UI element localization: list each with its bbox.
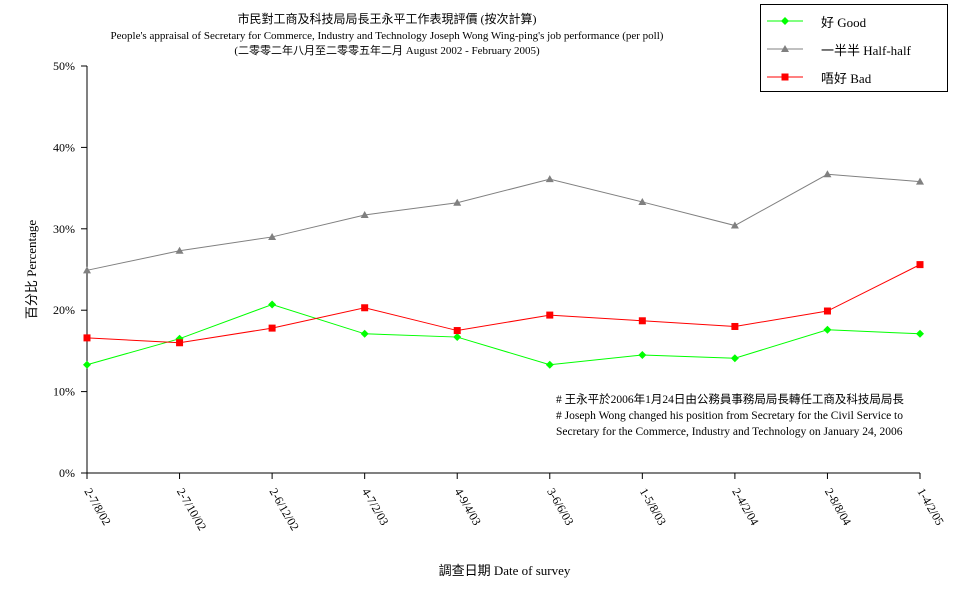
data-point xyxy=(916,329,924,338)
series-line-2 xyxy=(86,264,921,344)
data-point xyxy=(453,333,462,342)
data-point xyxy=(268,324,276,332)
legend-label: 唔好 Bad xyxy=(821,71,872,86)
data-point xyxy=(823,307,831,315)
x-tick-label: 2-7/10/02 xyxy=(174,486,209,533)
x-tick-label: 2-8/8/04 xyxy=(822,486,854,528)
legend-item: 唔好 Bad xyxy=(761,69,949,89)
legend-marker xyxy=(781,17,789,25)
data-point xyxy=(83,360,91,369)
legend-swatch xyxy=(767,17,803,25)
data-point xyxy=(546,311,554,319)
data-point xyxy=(545,360,554,369)
x-tick-label: 1-4/2/05 xyxy=(914,486,946,528)
data-point xyxy=(916,261,924,269)
annotation-line-3: Secretary for the Commerce, Industry and… xyxy=(556,426,903,438)
x-tick-label: 4-7/2/03 xyxy=(359,486,391,528)
y-tick-label: 30% xyxy=(53,222,75,236)
data-point xyxy=(731,322,739,330)
chart-subtitle-dates: (二零零二年八月至二零零五年二月 August 2002 - February … xyxy=(234,45,540,57)
data-point xyxy=(268,300,277,309)
y-tick-label: 40% xyxy=(53,140,75,154)
data-point xyxy=(83,266,91,274)
legend-marker xyxy=(781,73,789,81)
legend-swatch xyxy=(767,73,803,81)
x-tick-label: 2-4/2/04 xyxy=(729,486,761,528)
x-tick-label: 2-6/12/02 xyxy=(267,486,302,533)
data-point xyxy=(730,221,739,229)
data-point xyxy=(453,198,462,206)
data-point xyxy=(545,175,554,183)
x-axis-label: 調查日期 Date of survey xyxy=(439,563,571,578)
legend-label: 好 Good xyxy=(821,15,867,30)
annotation-line-2: # Joseph Wong changed his position from … xyxy=(556,410,903,422)
data-point xyxy=(638,317,646,325)
legend-item: 一半半 Half-half xyxy=(761,41,949,61)
data-point xyxy=(638,197,647,205)
data-point xyxy=(268,232,277,240)
x-tick-label: 2-7/8/02 xyxy=(81,486,113,528)
x-tick-label: 3-6/6/03 xyxy=(544,486,576,528)
annotation-line-1: # 王永平於2006年1月24日由公務員事務局局長轉任工商及科技局局長 xyxy=(556,394,904,406)
data-point xyxy=(453,327,461,335)
data-point xyxy=(176,339,184,347)
y-axis-label: 百分比 Percentage xyxy=(24,220,39,320)
x-tick-label: 4-9/4/03 xyxy=(452,486,484,528)
chart-subtitle: People's appraisal of Secretary for Comm… xyxy=(110,30,664,42)
data-point xyxy=(175,246,184,254)
y-tick-label: 20% xyxy=(53,303,75,317)
y-tick-label: 50% xyxy=(53,59,75,73)
series-line-1 xyxy=(86,173,921,271)
legend-item: 好 Good xyxy=(761,13,949,33)
data-point xyxy=(823,325,832,334)
legend-marker xyxy=(781,45,789,52)
x-tick-label: 1-5/8/03 xyxy=(637,486,669,528)
data-point xyxy=(823,170,832,178)
chart-title: 市民對工商及科技局局長王永平工作表現評價 (按次計算) xyxy=(237,12,537,26)
data-point xyxy=(916,177,924,185)
data-point xyxy=(730,354,739,363)
y-tick-label: 10% xyxy=(53,385,75,399)
data-point xyxy=(83,334,91,342)
data-point xyxy=(360,210,369,218)
series-line-0 xyxy=(86,303,921,366)
y-tick-label: 0% xyxy=(59,466,75,480)
data-point xyxy=(638,350,647,359)
legend-swatch xyxy=(767,45,803,52)
legend: 好 Good 一半半 Half-half 唔好 Bad xyxy=(760,4,948,92)
data-point xyxy=(360,329,369,338)
data-point xyxy=(361,304,369,312)
legend-label: 一半半 Half-half xyxy=(821,43,911,58)
